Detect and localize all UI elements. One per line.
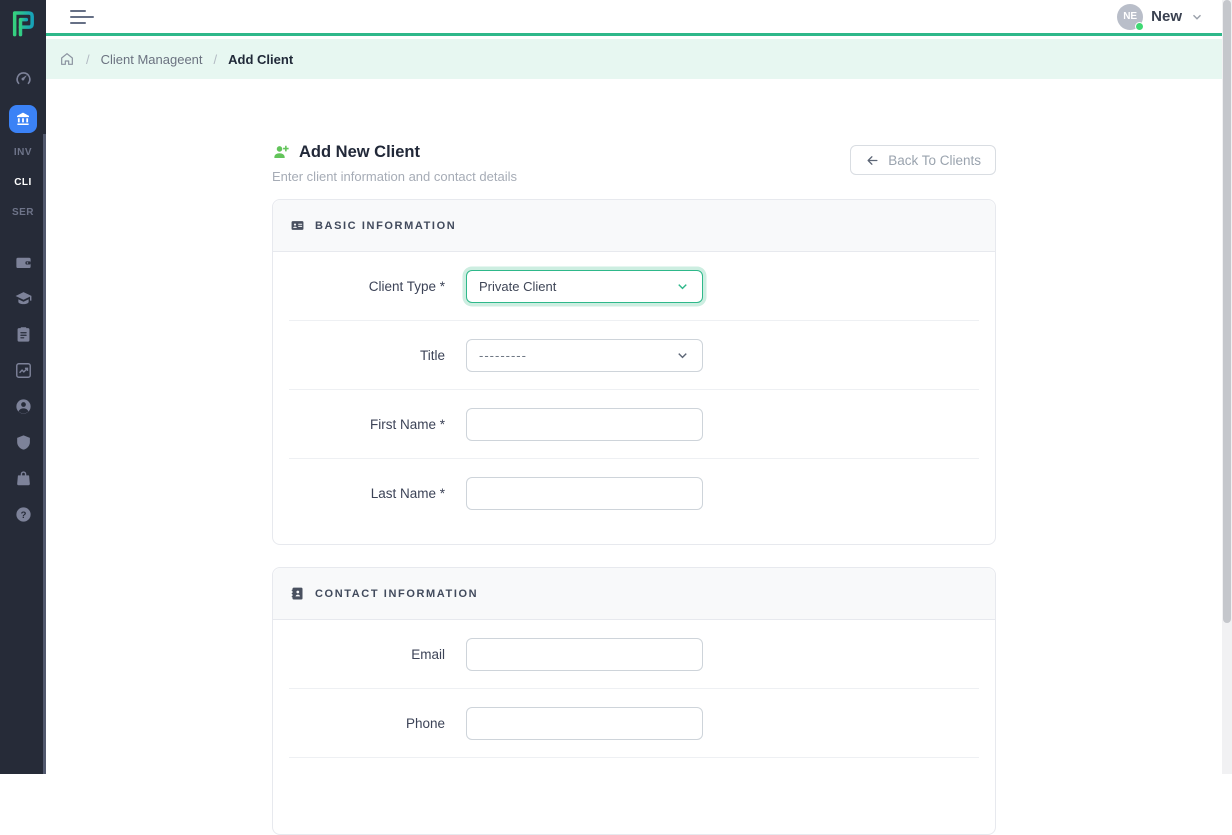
page-header: Add New Client Enter client information …: [272, 143, 996, 184]
svg-text:?: ?: [20, 510, 26, 521]
first-name-input[interactable]: [466, 407, 703, 441]
phone-label: Phone: [405, 715, 445, 731]
basic-information-header: BASIC INFORMATION: [273, 200, 995, 252]
user-menu-label: New: [1151, 8, 1182, 25]
section-title: BASIC INFORMATION: [315, 219, 457, 232]
breadcrumb-separator: /: [213, 51, 218, 67]
id-card-icon: [291, 221, 304, 230]
page-scrollbar[interactable]: [1222, 0, 1232, 774]
chevron-down-icon: [678, 352, 687, 358]
last-name-row: Last Name *: [289, 459, 979, 528]
shield-icon[interactable]: [14, 433, 33, 452]
arrow-left-icon: [867, 155, 878, 165]
avatar[interactable]: NE: [1117, 3, 1145, 31]
sidebar: INV CLI SER ?: [0, 0, 46, 774]
shopping-bag-icon[interactable]: [14, 469, 33, 488]
wallet-icon[interactable]: [14, 253, 33, 272]
phone-input[interactable]: [466, 706, 703, 740]
title-row: Title ---------: [289, 321, 979, 390]
user-plus-icon: [274, 145, 289, 159]
menu-toggle-icon[interactable]: [70, 9, 94, 24]
address-book-icon: [291, 587, 303, 600]
phone-row: Phone: [289, 689, 979, 758]
client-type-label: Client Type *: [368, 278, 445, 294]
breadcrumb-client-management[interactable]: Client Manageent: [100, 51, 203, 67]
chevron-down-icon: [1193, 14, 1201, 20]
clipboard-icon[interactable]: [14, 325, 33, 344]
clipped-row: [289, 758, 979, 818]
title-select[interactable]: ---------: [466, 338, 703, 372]
email-input[interactable]: [466, 637, 703, 671]
sidebar-label-inv: INV: [13, 147, 33, 158]
user-circle-icon[interactable]: [14, 397, 33, 416]
last-name-label: Last Name *: [370, 486, 445, 501]
first-name-row: First Name *: [289, 390, 979, 459]
online-status-dot: [1135, 21, 1145, 31]
sidebar-scrollbar[interactable]: [43, 134, 46, 774]
title-label: Title: [419, 347, 445, 363]
user-menu[interactable]: NE New: [1117, 3, 1222, 31]
breadcrumb-separator: /: [86, 51, 90, 67]
topbar: NE New: [46, 0, 1222, 36]
main-content: Add New Client Enter client information …: [46, 79, 1222, 835]
page-scrollbar-thumb[interactable]: [1223, 0, 1231, 623]
sidebar-label-ser: SER: [11, 207, 35, 218]
dashboard-icon[interactable]: [14, 69, 33, 88]
sidebar-label-cli: CLI: [14, 177, 32, 188]
email-row: Email: [289, 620, 979, 689]
client-type-row: Client Type * Private Client: [289, 252, 979, 321]
back-button-label: Back To Clients: [888, 152, 981, 168]
page-title: Add New Client: [299, 143, 421, 161]
contact-information-card: CONTACT INFORMATION Email Phone: [272, 567, 996, 835]
chevron-down-icon: [678, 283, 687, 289]
graduation-cap-icon[interactable]: [14, 289, 33, 308]
client-type-select[interactable]: Private Client: [466, 269, 703, 303]
back-to-clients-button[interactable]: Back To Clients: [850, 145, 996, 175]
client-type-value: Private Client: [479, 278, 557, 294]
section-title: CONTACT INFORMATION: [315, 587, 479, 600]
page-subtitle: Enter client information and contact det…: [272, 169, 517, 184]
help-icon[interactable]: ?: [14, 505, 33, 524]
breadcrumb-add-client: Add Client: [228, 51, 294, 67]
bank-icon-active[interactable]: [9, 105, 37, 133]
app-logo[interactable]: [7, 7, 39, 39]
last-name-input[interactable]: [466, 477, 703, 510]
first-name-label: First Name *: [369, 416, 445, 432]
chart-trend-icon[interactable]: [14, 361, 33, 380]
breadcrumb: / Client Manageent / Add Client: [46, 39, 1222, 79]
basic-information-card: BASIC INFORMATION Client Type * Private …: [272, 199, 996, 545]
home-icon[interactable]: [59, 51, 75, 67]
email-label: Email: [411, 646, 445, 662]
avatar-initials: NE: [1123, 11, 1138, 22]
title-value: ---------: [479, 347, 527, 363]
contact-information-header: CONTACT INFORMATION: [273, 568, 995, 620]
